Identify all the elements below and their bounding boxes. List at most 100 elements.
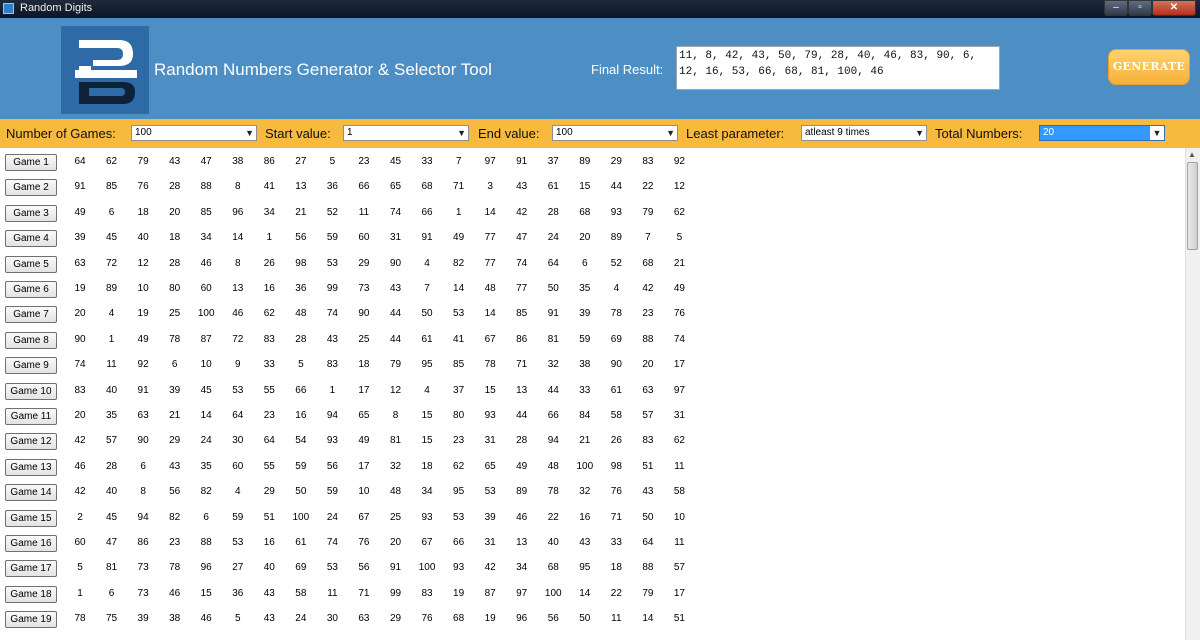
game-number-cell: 23	[263, 410, 275, 421]
game-number-cell: 93	[610, 206, 622, 218]
game-button[interactable]: Game 18	[5, 585, 57, 603]
games-select[interactable]: 100 ▼	[131, 125, 257, 141]
game-number-cell: 19	[137, 308, 149, 320]
game-number-cell: 31	[484, 537, 496, 548]
game-button[interactable]: Game 12	[5, 433, 57, 451]
game-number-cell: 28	[516, 435, 528, 447]
game-number-cell: 32	[579, 486, 591, 498]
game-number-cell: 96	[516, 613, 528, 625]
game-number-cell: 79	[642, 206, 654, 218]
game-number-cell: 24	[326, 511, 338, 523]
game-number-cell: 61	[547, 181, 559, 193]
scroll-up-icon[interactable]: ▲	[1188, 150, 1196, 159]
game-number-cell: 71	[358, 587, 370, 599]
game-number-cell: 25	[169, 308, 181, 320]
game-number-cell: 76	[421, 613, 433, 625]
game-button[interactable]: Game 15	[5, 509, 57, 527]
app-header: Random Numbers Generator & Selector Tool…	[0, 18, 1200, 119]
game-button[interactable]: Game 19	[5, 611, 57, 629]
game-number-cell: 24	[547, 232, 559, 244]
game-button[interactable]: Game 11	[5, 408, 57, 425]
least-select[interactable]: atleast 9 times ▼	[801, 125, 927, 141]
parameters-bar: Number of Games: 100 ▼ Start value: 1 ▼ …	[0, 119, 1200, 148]
game-row: Game 19 78 75 39 38 46 5 43 24 30 63 29 76 68 19 96 56 50…	[0, 609, 1185, 634]
game-button[interactable]: Game 13	[5, 458, 57, 476]
game-number-cell: 39	[579, 308, 591, 320]
game-button[interactable]: Game 9	[5, 357, 57, 375]
game-button[interactable]: Game 5	[5, 255, 57, 273]
close-button[interactable]: ✕	[1152, 0, 1196, 16]
game-number-cell: 67	[421, 537, 433, 548]
game-number-cell: 93	[484, 410, 496, 421]
game-button[interactable]: Game 6	[5, 281, 57, 298]
game-number-cell: 39	[484, 511, 496, 523]
game-number-cell: 72	[105, 257, 118, 269]
game-row: Game 2 91 85 76 28 88 8 41 13 36 66 65 68 71 3 43 61 15 44…	[0, 177, 1185, 202]
game-number-cell: 27	[232, 562, 244, 574]
game-number-cell: 61	[610, 384, 622, 396]
game-number-cell: 73	[358, 283, 370, 294]
game-number-cell: 65	[358, 410, 370, 421]
final-result-field[interactable]: 11, 8, 42, 43, 50, 79, 28, 40, 46, 83, 9…	[676, 46, 1000, 90]
start-select[interactable]: 1 ▼	[343, 125, 469, 141]
game-number-cell: 29	[358, 257, 370, 269]
game-number-cell: 4	[234, 486, 241, 498]
game-button[interactable]: Game 7	[5, 306, 57, 324]
vertical-scrollbar[interactable]	[1185, 148, 1200, 640]
game-number-cell: 7	[424, 283, 430, 294]
game-number-cell: 68	[547, 562, 559, 574]
total-select-value: 20	[1043, 127, 1055, 138]
game-button[interactable]: Game 4	[5, 230, 57, 248]
game-number-cell: 34	[421, 486, 433, 498]
game-number-cell: 85	[105, 181, 118, 193]
game-number-cell: 21	[169, 410, 181, 421]
game-number-cell: 81	[389, 435, 402, 447]
game-number-cell: 17	[673, 587, 685, 599]
generate-button[interactable]: GENERATE	[1108, 49, 1190, 85]
game-number-cell: 89	[105, 283, 118, 294]
game-number-cell: 39	[74, 232, 86, 244]
game-number-cell: 88	[200, 181, 212, 193]
game-number-cell: 50	[295, 486, 307, 498]
game-button[interactable]: Game 2	[5, 179, 57, 197]
game-number-cell: 15	[484, 384, 496, 396]
least-select-value: atleast 9 times	[805, 127, 870, 138]
game-number-cell: 24	[200, 435, 212, 447]
game-number-cell: 17	[358, 460, 370, 472]
game-number-cell: 18	[358, 359, 370, 371]
game-number-cell: 66	[547, 410, 559, 421]
game-number-cell: 53	[232, 537, 244, 548]
game-button[interactable]: Game 1	[5, 154, 57, 171]
game-number-cell: 34	[516, 562, 528, 574]
maximize-button[interactable]: ▫	[1128, 0, 1152, 16]
game-button[interactable]: Game 16	[5, 535, 57, 552]
game-button[interactable]: Game 17	[5, 560, 57, 578]
game-number-cell: 86	[263, 156, 275, 167]
game-number-cell: 43	[579, 537, 591, 548]
game-number-cell: 74	[516, 257, 528, 269]
game-number-cell: 15	[421, 435, 433, 447]
total-select[interactable]: 20 ▼	[1039, 125, 1165, 141]
game-row: Game 16 60 47 86 23 88 53 16 61 74 76 20 67 66 31 13 40 4…	[0, 533, 1185, 558]
end-label: End value:	[478, 126, 540, 141]
game-button[interactable]: Game 14	[5, 484, 57, 502]
game-number-cell: 28	[547, 206, 559, 218]
game-number-cell: 1	[455, 206, 462, 218]
game-button[interactable]: Game 10	[5, 382, 57, 400]
end-select[interactable]: 100 ▼	[552, 125, 678, 141]
game-number-cell: 5	[329, 156, 336, 167]
app-icon	[3, 3, 14, 14]
game-number-cell: 47	[200, 156, 212, 167]
game-number-cell: 46	[74, 460, 86, 472]
game-number-cell: 85	[453, 359, 465, 371]
game-number-cell: 100	[292, 511, 310, 523]
game-number-cell: 53	[326, 562, 338, 574]
game-number-cell: 58	[295, 587, 307, 599]
game-number-cell: 49	[453, 232, 465, 244]
game-number-cell: 17	[673, 359, 685, 371]
game-number-cell: 21	[579, 435, 591, 447]
scrollbar-thumb[interactable]	[1187, 162, 1198, 250]
minimize-button[interactable]: –	[1104, 0, 1128, 16]
game-button[interactable]: Game 3	[5, 204, 57, 222]
game-button[interactable]: Game 8	[5, 331, 57, 349]
